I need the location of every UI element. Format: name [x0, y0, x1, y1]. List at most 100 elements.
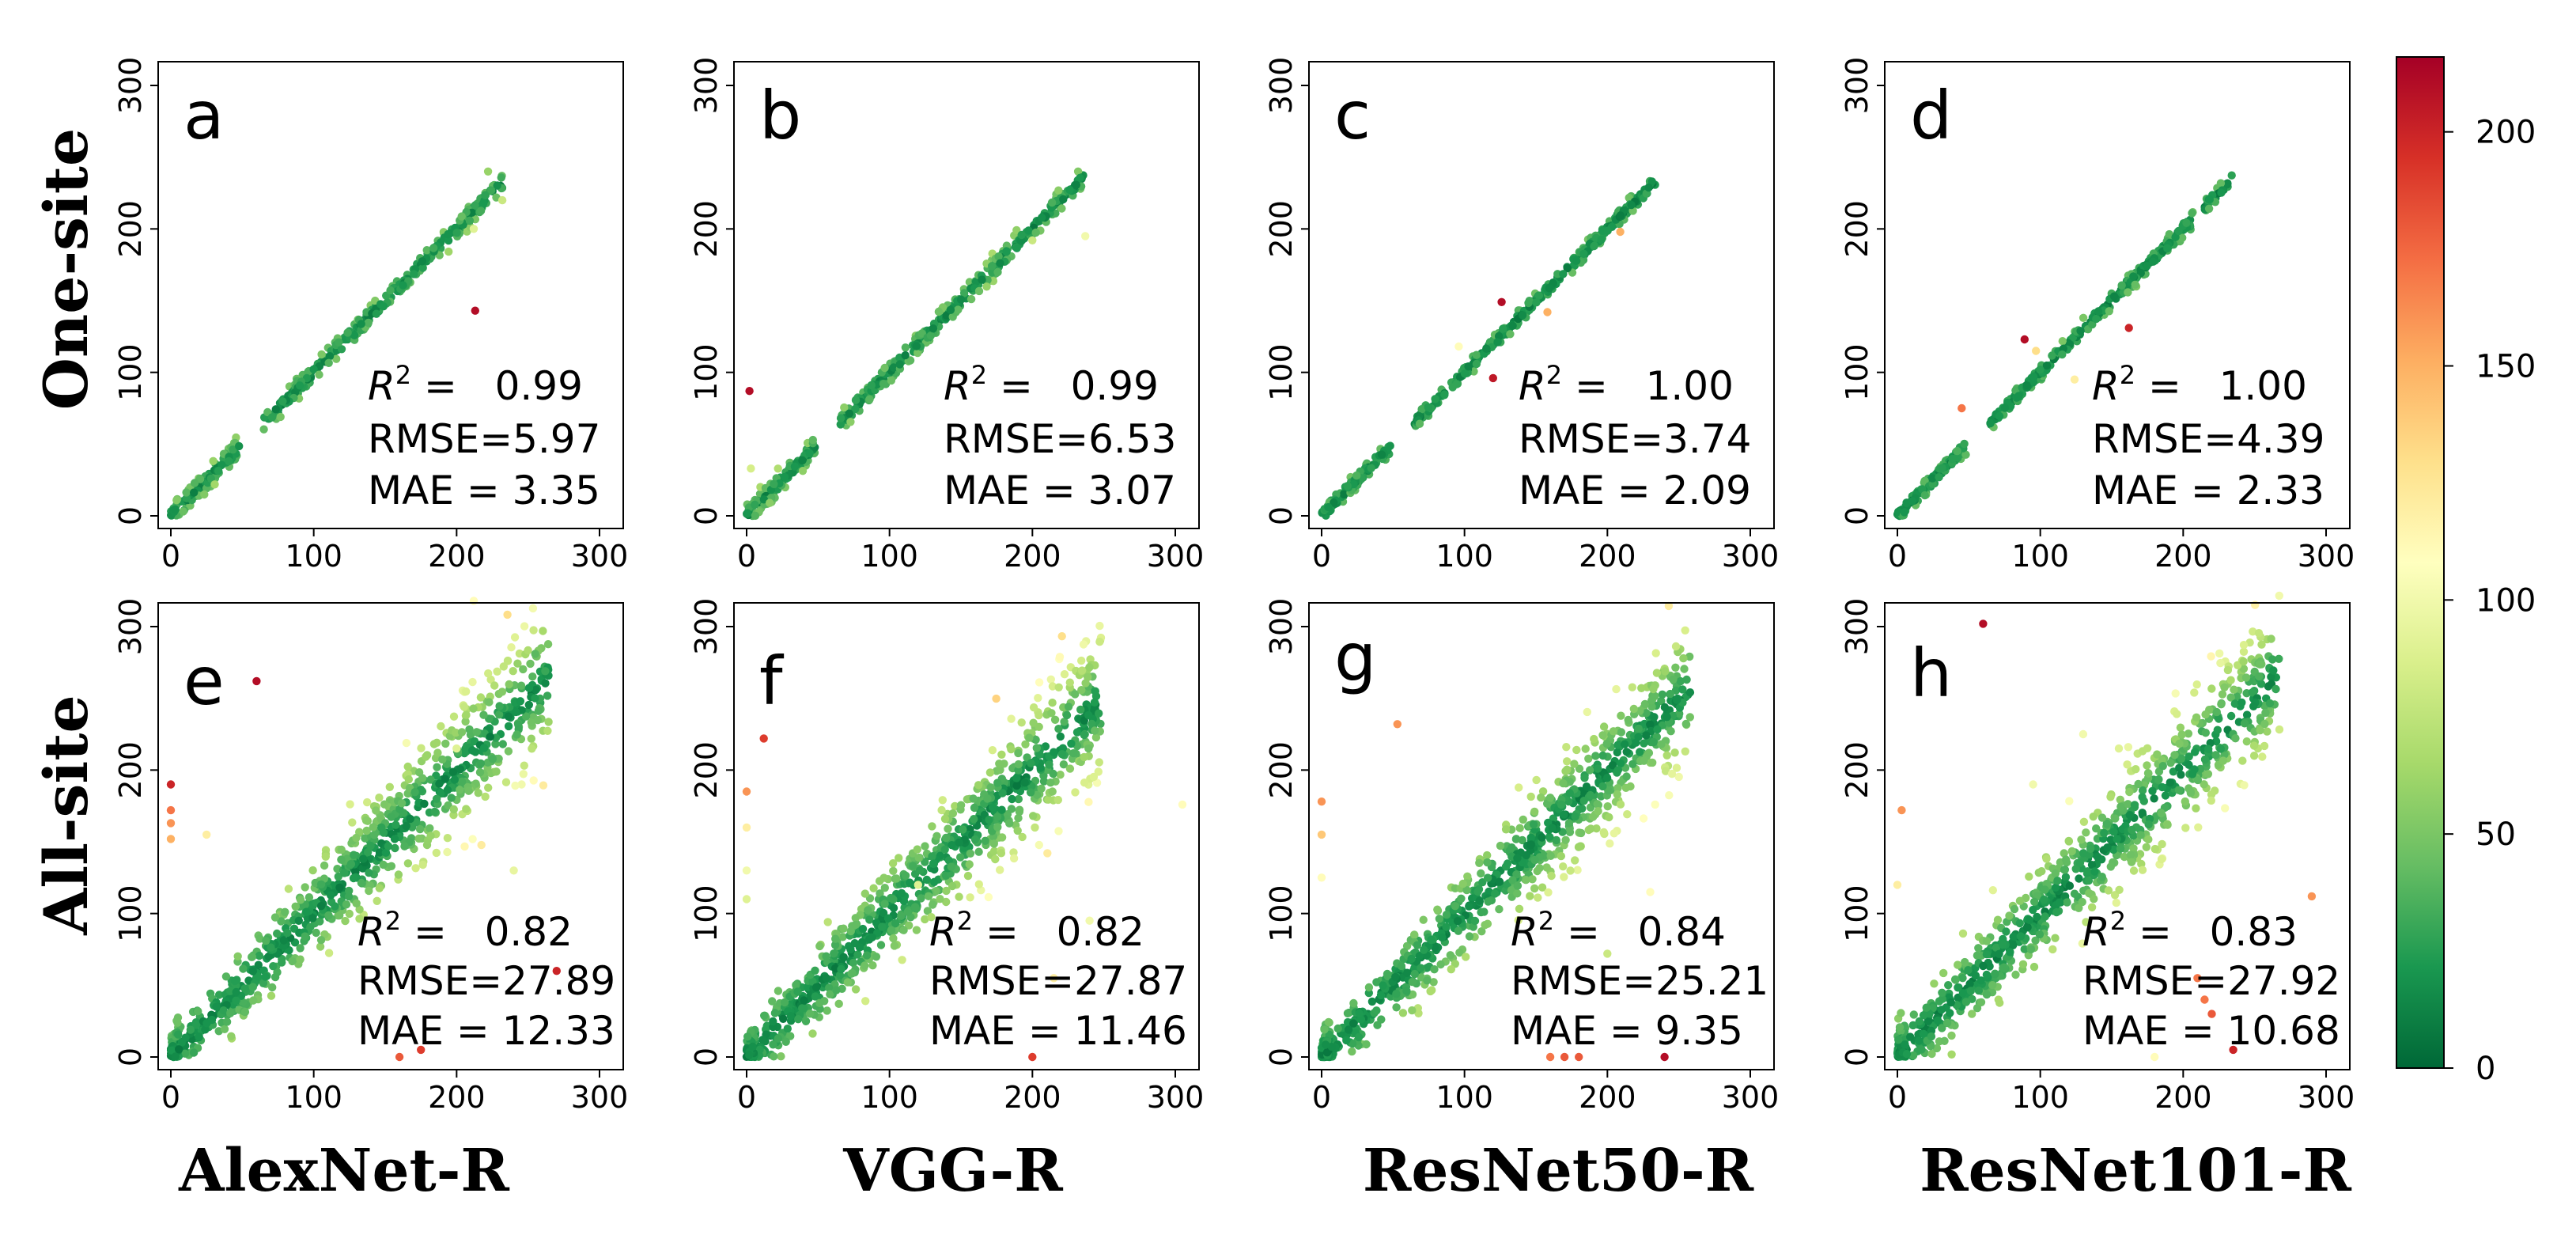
data-point	[1065, 764, 1075, 773]
data-point	[948, 841, 956, 850]
data-point	[956, 853, 965, 862]
data-point	[790, 462, 800, 471]
data-point	[200, 490, 209, 499]
data-point	[472, 728, 481, 737]
data-point	[210, 480, 219, 489]
data-point	[1014, 748, 1023, 758]
data-point	[932, 832, 941, 841]
data-point	[420, 799, 429, 809]
data-point	[1484, 897, 1492, 906]
data-point	[959, 825, 967, 834]
data-point	[1627, 200, 1636, 210]
data-point	[1045, 760, 1053, 769]
data-point	[390, 835, 399, 843]
data-point	[1028, 1052, 1037, 1062]
data-point	[1073, 167, 1083, 176]
data-point	[1367, 464, 1375, 472]
data-point	[1507, 843, 1516, 852]
panel-a-rmse: RMSE=5.97	[368, 416, 600, 462]
data-point	[2014, 392, 2023, 401]
data-point	[1480, 907, 1488, 916]
data-point	[1342, 1036, 1351, 1045]
data-point	[267, 413, 277, 422]
data-point	[1557, 800, 1566, 809]
data-point	[897, 911, 906, 921]
data-point	[1020, 779, 1029, 787]
data-point	[1532, 298, 1541, 307]
data-point	[811, 983, 821, 992]
y-tick-label: 100	[1840, 343, 1874, 401]
data-point	[1616, 227, 1625, 237]
data-point	[929, 324, 938, 333]
data-point	[1617, 728, 1626, 737]
data-point	[531, 694, 539, 703]
x-tick-label: 0	[737, 1080, 756, 1115]
panel-g-letter: g	[1334, 619, 1376, 696]
data-point	[1518, 311, 1527, 320]
data-point	[981, 836, 989, 846]
data-point	[457, 728, 467, 737]
data-point	[1348, 1047, 1356, 1056]
data-point	[1364, 983, 1374, 992]
panel-c-rmse: RMSE=3.74	[1519, 416, 1751, 462]
data-point	[1436, 960, 1445, 969]
data-point	[879, 873, 888, 882]
data-point	[1417, 964, 1425, 972]
data-point	[519, 665, 528, 674]
r2-symbol: R	[944, 363, 971, 409]
data-point	[1349, 479, 1358, 489]
data-point	[780, 998, 789, 1007]
data-point	[278, 397, 287, 406]
data-point	[403, 859, 413, 868]
panel-e-letter: e	[183, 642, 225, 720]
data-point	[897, 888, 906, 898]
data-point	[1047, 198, 1057, 207]
data-point	[422, 751, 432, 760]
data-point	[1059, 195, 1068, 204]
data-point	[481, 191, 490, 199]
data-point	[769, 1040, 777, 1049]
data-point	[1561, 835, 1570, 845]
data-point	[887, 376, 896, 385]
data-point	[770, 479, 778, 488]
panel-b-points	[743, 167, 1090, 521]
data-point	[2192, 804, 2200, 813]
data-point	[1559, 779, 1568, 788]
data-point	[840, 403, 849, 412]
data-point	[1408, 1006, 1417, 1015]
panel-a-points	[167, 167, 507, 520]
data-point	[479, 710, 488, 719]
data-point	[2218, 690, 2227, 699]
y-tick-label: 200	[1264, 741, 1299, 799]
data-point	[878, 922, 887, 931]
data-point	[895, 360, 904, 369]
data-point	[1640, 739, 1648, 748]
data-point	[315, 370, 323, 379]
data-point	[325, 352, 335, 361]
data-point	[476, 693, 486, 702]
r2-superscript: 2	[2120, 360, 2135, 390]
data-point	[504, 722, 513, 731]
data-point	[1581, 744, 1590, 753]
data-point	[1392, 1003, 1401, 1012]
data-point	[1565, 789, 1574, 797]
data-point	[534, 707, 543, 715]
y-tick-label: 0	[1264, 1047, 1299, 1066]
data-point	[291, 902, 300, 911]
data-point	[503, 656, 513, 665]
data-point	[308, 914, 317, 922]
y-tick-label: 0	[689, 1047, 724, 1066]
y-tick-label: 200	[1264, 200, 1299, 258]
data-point	[974, 781, 983, 790]
panel-a: a R2 = 0.99 RMSE=5.97 MAE = 3.35 0 100 200…	[113, 57, 628, 574]
data-point	[899, 926, 908, 934]
panel-b-rmse: RMSE=6.53	[944, 416, 1176, 462]
data-point	[1572, 256, 1581, 265]
data-point	[2076, 327, 2085, 335]
data-point	[317, 350, 326, 359]
data-point	[805, 1010, 815, 1018]
data-point	[460, 842, 469, 851]
data-point	[1586, 790, 1594, 800]
data-point	[529, 626, 538, 635]
data-point	[1344, 1025, 1353, 1034]
